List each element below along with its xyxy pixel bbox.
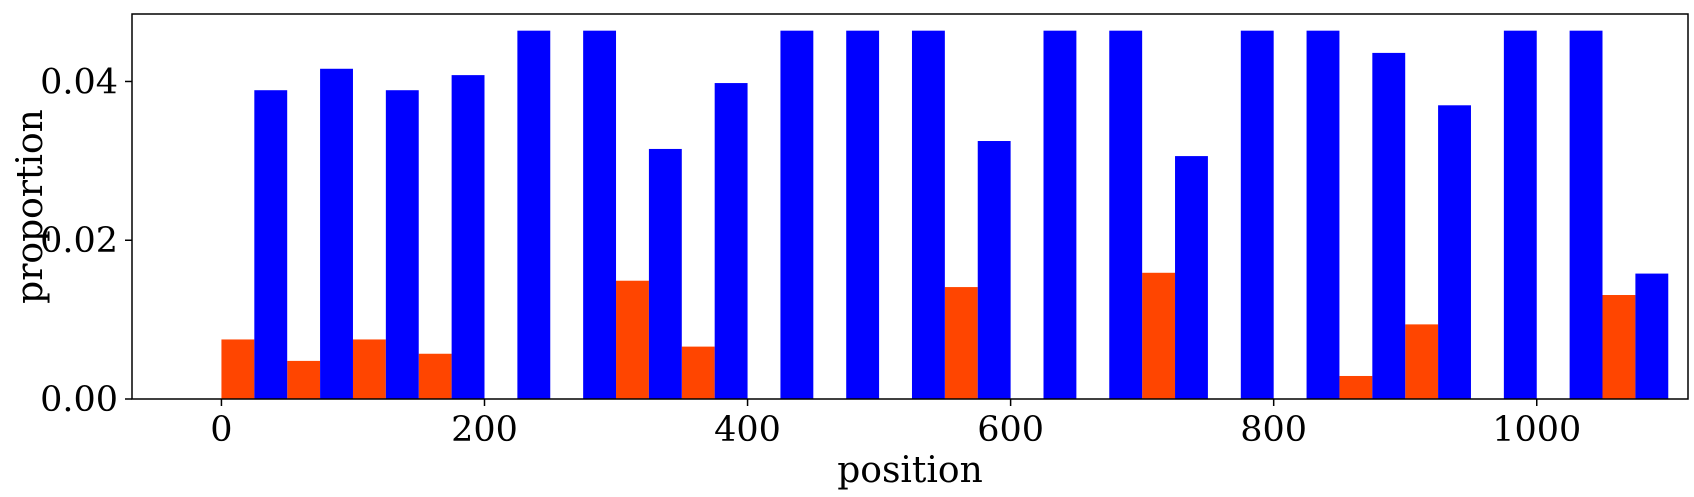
y-tick-label: 0.00 [40, 380, 118, 420]
bar-series-2-pos-750 [1240, 30, 1274, 399]
x-tick-label: 0 [210, 410, 232, 450]
y-tick-label: 0.04 [40, 62, 118, 102]
bar-series-1-pos-850 [1339, 375, 1373, 399]
bar-series-1-pos-350 [681, 346, 715, 399]
bar-series-2-pos-150 [451, 75, 485, 400]
bar-series-2-pos-0 [254, 90, 288, 400]
bar-series-2-pos-550 [977, 141, 1011, 399]
bar-series-2-pos-500 [911, 30, 945, 399]
bar-series-1-pos-100 [352, 339, 386, 399]
bar-series-2-pos-250 [583, 30, 617, 399]
x-tick-label: 600 [977, 410, 1044, 450]
bar-series-2-pos-700 [1175, 156, 1208, 399]
bar-series-2-pos-200 [517, 30, 551, 399]
y-axis-ticks: 0.00 0.02 0.04 [40, 62, 132, 420]
bar-series-2-pos-900 [1438, 105, 1471, 399]
x-tick-label: 400 [714, 410, 781, 450]
bar-series-1-pos-300 [616, 280, 649, 399]
bar-series-1-pos-0 [221, 339, 255, 399]
bar-series-2-pos-300 [648, 148, 682, 399]
x-tick-label: 200 [451, 410, 518, 450]
plot-frame [131, 13, 1689, 400]
bar-series-1-pos-1050 [1602, 295, 1636, 399]
bar-series-2-pos-450 [846, 30, 880, 399]
y-tick-label: 0.02 [40, 221, 118, 261]
x-axis-label: position [837, 450, 983, 491]
bar-series-1-pos-900 [1405, 324, 1439, 399]
bar-series-2-pos-1050 [1635, 273, 1669, 399]
bar-series-2-pos-400 [780, 30, 814, 399]
bar-series-2-pos-800 [1306, 30, 1340, 399]
bar-series-2-pos-850 [1372, 52, 1406, 400]
bar-series-1-pos-550 [944, 287, 978, 399]
x-tick-label: 1000 [1492, 410, 1581, 450]
bar-series-1-pos-50 [287, 360, 321, 399]
bar-series-2-pos-50 [320, 68, 353, 400]
bars-layer [221, 30, 1669, 400]
x-tick-label: 800 [1240, 410, 1307, 450]
bar-series-2-pos-600 [1043, 30, 1077, 399]
x-axis-ticks: 0 200 400 600 800 1000 [210, 399, 1581, 450]
bar-series-2-pos-650 [1109, 30, 1143, 399]
bar-series-1-pos-150 [418, 353, 452, 399]
y-axis-label: proportion [10, 109, 51, 304]
bar-series-2-pos-1000 [1569, 30, 1603, 399]
bar-series-1-pos-700 [1142, 272, 1176, 399]
bar-series-2-pos-350 [714, 83, 748, 399]
bar-series-2-pos-100 [385, 90, 419, 400]
bar-series-2-pos-950 [1503, 30, 1537, 399]
